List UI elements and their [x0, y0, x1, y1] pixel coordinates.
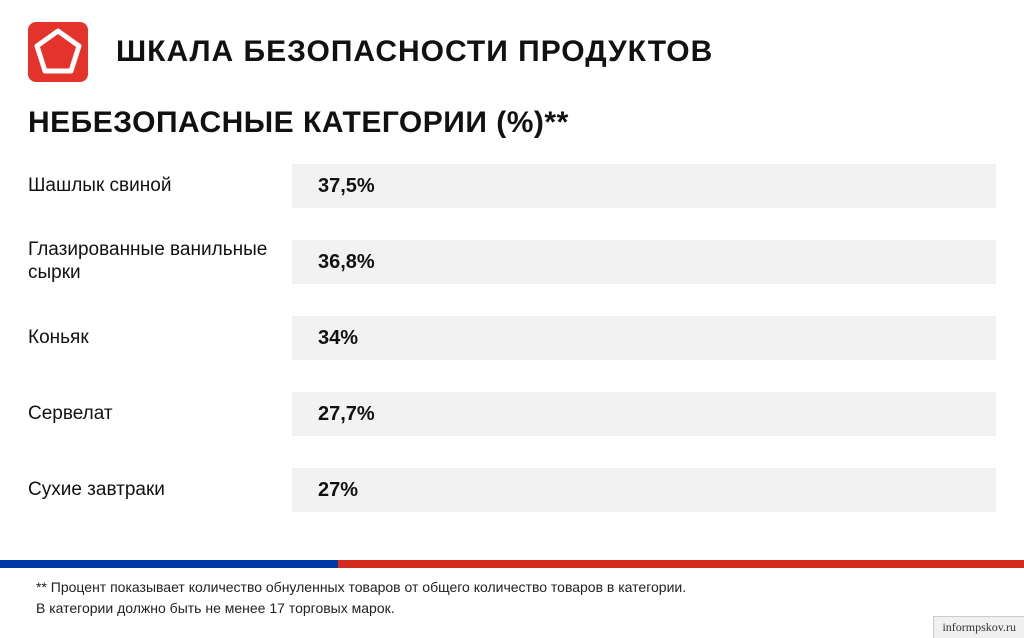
row-value-bar: 37,5%: [292, 164, 996, 208]
watermark: informpskov.ru: [933, 616, 1024, 638]
stripe-segment: [338, 560, 1024, 568]
row-value-bar: 27,7%: [292, 392, 996, 436]
row-value-bar: 34%: [292, 316, 996, 360]
row-label: Глазированные ванильные сырки: [28, 239, 292, 285]
row-value: 34%: [318, 327, 358, 350]
row-label: Коньяк: [28, 327, 292, 350]
table-row: Шашлык свиной 37,5%: [28, 158, 996, 214]
row-label: Сухие завтраки: [28, 479, 292, 502]
table-row: Сухие завтраки 27%: [28, 462, 996, 518]
header: ШКАЛА БЕЗОПАСНОСТИ ПРОДУКТОВ: [0, 0, 1024, 92]
table-row: Сервелат 27,7%: [28, 386, 996, 442]
logo-badge: [28, 22, 88, 82]
footnote: ** Процент показывает количество обнулен…: [36, 577, 686, 618]
page-title: ШКАЛА БЕЗОПАСНОСТИ ПРОДУКТОВ: [116, 35, 713, 69]
section-subtitle: НЕБЕЗОПАСНЫЕ КАТЕГОРИИ (%)**: [0, 92, 1024, 158]
row-value: 27,7%: [318, 403, 375, 426]
table-row: Коньяк 34%: [28, 310, 996, 366]
category-table: Шашлык свиной 37,5% Глазированные ванильны…: [0, 158, 1024, 518]
table-row: Глазированные ванильные сырки 36,8%: [28, 234, 996, 290]
page: ШКАЛА БЕЗОПАСНОСТИ ПРОДУКТОВ НЕБЕЗОПАСНЫ…: [0, 0, 1024, 638]
stripe-segment: [0, 560, 338, 568]
flag-stripe: [0, 560, 1024, 568]
row-value: 37,5%: [318, 175, 375, 198]
pentagon-icon: [28, 22, 88, 82]
row-label: Шашлык свиной: [28, 175, 292, 198]
row-label: Сервелат: [28, 403, 292, 426]
row-value-bar: 36,8%: [292, 240, 996, 284]
row-value: 27%: [318, 479, 358, 502]
row-value-bar: 27%: [292, 468, 996, 512]
row-value: 36,8%: [318, 251, 375, 274]
